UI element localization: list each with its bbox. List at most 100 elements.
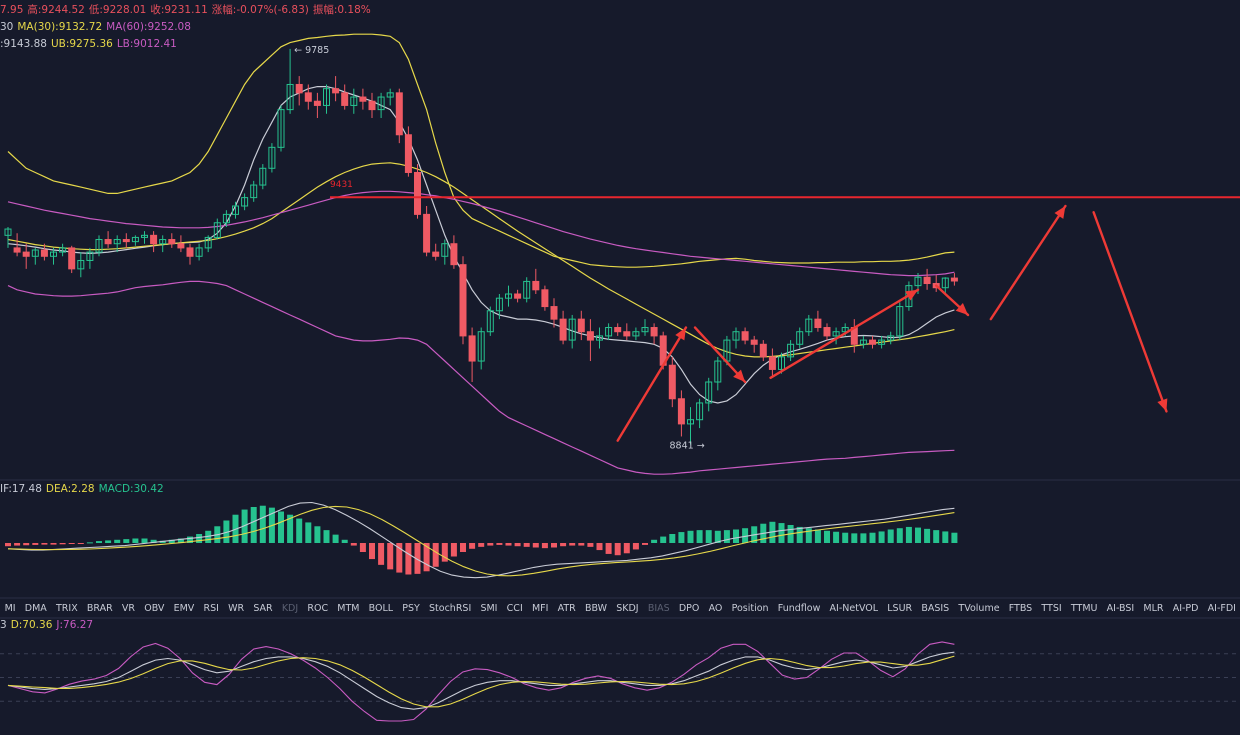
tab-mi[interactable]: MI [4, 603, 16, 614]
candle-body [623, 331, 631, 337]
macd-histogram-bar [623, 543, 630, 554]
tab-obv[interactable]: OBV [144, 603, 165, 614]
boll_line-value: LB:9012.41 [116, 38, 177, 50]
tab-smi[interactable]: SMI [480, 603, 498, 614]
candle-body [787, 343, 795, 358]
kdj_line-value: 3 [0, 619, 7, 631]
macd-histogram-bar [332, 534, 339, 543]
candle-body [677, 398, 685, 425]
tab-psy[interactable]: PSY [402, 603, 420, 614]
macd-histogram-bar [405, 543, 412, 575]
forecast-arrow-up [989, 204, 1067, 321]
tab-skdj[interactable]: SKDJ [616, 603, 639, 614]
tab-roc[interactable]: ROC [307, 603, 329, 614]
tab-brar[interactable]: BRAR [86, 603, 113, 614]
candle-body [459, 264, 467, 337]
tab-ttsi[interactable]: TTSI [1041, 603, 1062, 614]
tab-atr[interactable]: ATR [557, 603, 576, 614]
tab-ftbs[interactable]: FTBS [1008, 603, 1033, 614]
candle-body [295, 83, 303, 94]
macd-histogram-bar [460, 543, 466, 552]
tab-vr[interactable]: VR [121, 603, 136, 614]
macd-histogram-bar [168, 539, 175, 543]
candle-body [878, 339, 886, 345]
tab-mfi[interactable]: MFI [531, 603, 549, 614]
macd-histogram-bar [32, 543, 39, 545]
tab-bbw[interactable]: BBW [584, 603, 608, 614]
tab-basis[interactable]: BASIS [921, 603, 950, 614]
candle-body [696, 402, 704, 421]
tab-ai-netvol[interactable]: AI-NetVOL [829, 603, 879, 614]
macd-histogram-bar [660, 536, 667, 543]
tab-cci[interactable]: CCI [506, 603, 523, 614]
candle-body [31, 249, 39, 257]
macd-histogram-bar [350, 543, 357, 546]
candle-body [250, 184, 258, 199]
candle-body [514, 293, 522, 299]
macd-histogram-bar [742, 528, 749, 543]
tab-position[interactable]: Position [731, 603, 769, 614]
candle-body [468, 335, 476, 362]
candle-body [131, 236, 139, 243]
tab-boll[interactable]: BOLL [368, 603, 394, 614]
candle-body [814, 318, 822, 329]
candle-body [577, 318, 585, 333]
kdj-readout: 3 D:70.36 J:76.27 [0, 618, 97, 632]
macd-histogram-bar [423, 543, 430, 572]
tab-dma[interactable]: DMA [24, 603, 47, 614]
candle-body [104, 239, 112, 245]
tab-kdj[interactable]: KDJ [281, 603, 299, 614]
candle-body [150, 234, 158, 245]
macd-histogram-bar [696, 530, 703, 543]
macd_line-value: MACD:30.42 [98, 483, 164, 495]
candle-body [95, 239, 103, 253]
tab-rsi[interactable]: RSI [203, 603, 219, 614]
macd-histogram-bar [714, 530, 721, 543]
tab-fundflow[interactable]: Fundflow [777, 603, 821, 614]
tab-ai-bsi[interactable]: AI-BSI [1106, 603, 1135, 614]
macd-histogram-bar [259, 505, 266, 543]
tab-tvolume[interactable]: TVolume [958, 603, 1000, 614]
tab-ai-pd[interactable]: AI-PD [1172, 603, 1199, 614]
tab-dpo[interactable]: DPO [678, 603, 700, 614]
kdj_line-value: D:70.36 [10, 619, 53, 631]
candle-body [732, 331, 740, 341]
candle-body [559, 318, 567, 341]
candle-body [86, 251, 94, 261]
macd-histogram-bar [287, 514, 294, 543]
macd-histogram-bar [323, 530, 330, 543]
tab-bias[interactable]: BIAS [647, 603, 670, 614]
candle-body [741, 331, 749, 341]
macd-histogram-bar [396, 543, 403, 573]
tab-ao[interactable]: AO [708, 603, 723, 614]
tab-mlr[interactable]: MLR [1143, 603, 1164, 614]
macd-histogram-bar [114, 539, 121, 543]
macd-histogram-bar [387, 543, 394, 570]
candle-body [823, 327, 831, 337]
tab-stochrsi[interactable]: StochRSI [429, 603, 472, 614]
tab-mtm[interactable]: MTM [337, 603, 360, 614]
macd-histogram-bar [951, 532, 958, 543]
tab-ai-fdi[interactable]: AI-FDI [1207, 603, 1236, 614]
macd-histogram-bar [469, 543, 476, 549]
tab-emv[interactable]: EMV [173, 603, 195, 614]
candle-body [596, 335, 603, 341]
candle-body [841, 327, 849, 333]
ma-readout: 30 MA(30):9132.72 MA(60):9252.08 [0, 20, 195, 34]
macd-histogram-bar [450, 543, 457, 557]
candle-body [668, 364, 676, 400]
macd-dif-line [7, 501, 955, 579]
candle-body [222, 213, 230, 224]
macd-readout: IF:17.48 DEA:2.28 MACD:30.42 [0, 482, 168, 496]
tab-lsur[interactable]: LSUR [887, 603, 913, 614]
macd-histogram-bar [177, 538, 184, 543]
macd-histogram-bar [915, 527, 921, 543]
tab-sar[interactable]: SAR [253, 603, 273, 614]
tab-ttmu[interactable]: TTMU [1070, 603, 1098, 614]
macd-histogram-bar [223, 520, 230, 543]
tab-wr[interactable]: WR [228, 603, 245, 614]
macd-histogram-bar [150, 539, 157, 543]
tab-trix[interactable]: TRIX [55, 603, 78, 614]
macd-histogram-bar [487, 543, 494, 546]
